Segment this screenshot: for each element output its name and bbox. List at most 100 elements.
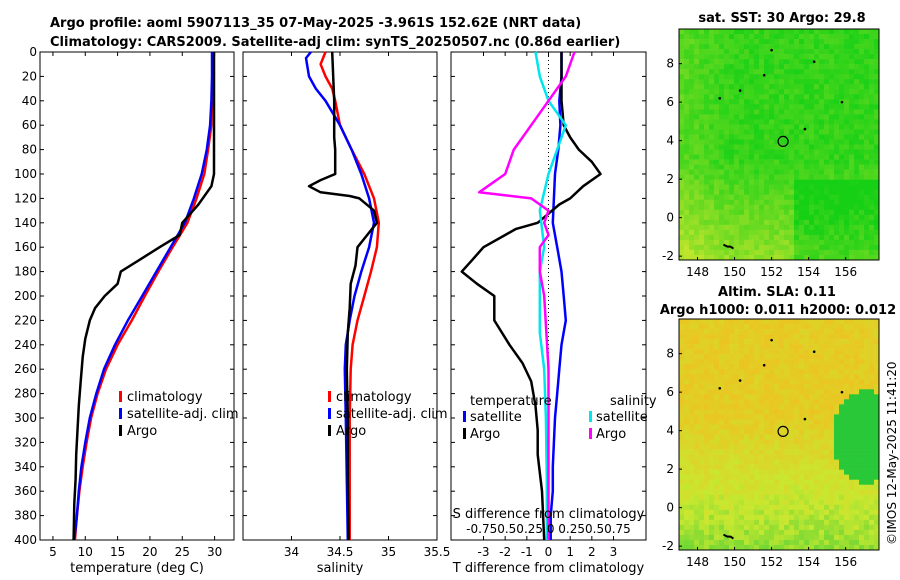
map-x-tick-label: 156 [834,555,857,569]
island-mark [722,243,734,250]
x-tick-label: -3 [478,545,490,559]
sal-x-axis-label: salinity [317,561,364,576]
depth-tick-label: 80 [22,143,37,157]
legend-swatch [119,391,122,402]
legend-swatch [119,408,122,419]
x-tick-label: 25 [175,545,190,559]
map-x-tick-label: 152 [760,265,783,279]
x-tick-label: 0 [545,545,553,559]
legend-label: satellite-adj. clim [336,407,448,422]
diff-panel: -3 -2 -1 0 1 2 3 T difference from climatology t… [450,51,657,576]
sla-map-frame [678,318,880,551]
legend-label: satellite-adj. clim [127,407,239,422]
island-mark [812,60,816,64]
temp-x-axis-label: temperature (deg C) [70,561,204,576]
series-line-argo [307,51,379,541]
x-tick-label: 20 [142,545,157,559]
sla-map-title-line1: Altim. SLA: 0.11 [718,285,836,300]
legend-label: Argo [127,424,157,439]
depth-tick-label: 180 [14,265,37,279]
map-x-tick-label: 150 [723,555,746,569]
map-y-tick-label: 4 [666,134,674,148]
s-difference-axis-label: S difference from climatology [453,507,645,522]
map-y-tick-label: 0 [666,501,674,515]
legend-label: satellite [470,410,522,425]
island-mark [762,73,766,77]
x-tick-label: 35 [381,545,396,559]
x-tick-label: -1 [521,545,533,559]
map-x-tick-label: 152 [760,555,783,569]
island-mark [722,533,734,540]
depth-tick-label: 140 [14,216,37,230]
legend-label: Argo [596,427,626,442]
legend-swatch [589,428,592,439]
satellite-maps: 148 150 152 154 156 8 6 4 2 0 -2 148 150 152 154 156 8 6 4… [662,28,880,569]
sla-map: 148 150 152 154 156 8 6 4 2 0 -2 [662,318,880,569]
argo-position-marker [777,135,789,148]
x-tick-label: 10 [78,545,93,559]
depth-tick-label: 360 [14,484,37,498]
depth-tick-label: 300 [14,411,37,425]
legend-swatch [328,391,331,402]
depth-tick-label: 280 [14,387,37,401]
island-mark [770,338,773,342]
island-mark [803,127,807,131]
island-mark [718,387,722,390]
x-tick-label: 34 [284,545,299,559]
figure-title-line2: Climatology: CARS2009. Satellite-adj cli… [50,35,620,50]
map-y-tick-label: 6 [666,385,674,399]
sal-panel: 34 34.5 35 35.5 salinity climatology satellite… [242,51,450,576]
depth-tick-label: 20 [22,69,37,83]
depth-tick-label: 200 [14,289,37,303]
depth-tick-label: 160 [14,240,37,254]
depth-tick-label: 100 [14,167,37,181]
sla-map-title-line2: Argo h1000: 0.011 h2000: 0.012 [660,303,896,318]
sst-map: 148 150 152 154 156 8 6 4 2 0 -2 [662,28,880,279]
legend-swatch [328,408,331,419]
x-tick-label: 2 [588,545,596,559]
island-mark [812,350,816,354]
sst-field [679,29,880,261]
legend-swatch [463,411,466,422]
series-line-climatology [73,51,215,541]
legend-label: satellite [596,410,648,425]
series-line-climatology [319,51,381,540]
island-mark [840,100,844,104]
map-x-tick-label: 156 [834,265,857,279]
depth-tick-label: 240 [14,338,37,352]
depth-tick-label: 40 [22,94,37,108]
x-tick-label: 3 [610,545,618,559]
x-tick-label: 15 [110,545,125,559]
series-line-t-satellite [549,52,568,540]
depth-tick-label: 320 [14,435,37,449]
map-y-tick-label: 2 [666,462,674,476]
map-y-tick-label: 6 [666,95,674,109]
map-y-tick-label: 0 [666,211,674,225]
legend-label: Argo [470,427,500,442]
series-line-satellite-adj-clim [73,52,214,541]
imos-timestamp: ©IMOS 12-May-2025 11:41:20 [885,361,899,545]
figure-title-line1: Argo profile: aoml 5907113_35 07-May-202… [50,16,581,31]
depth-tick-label: 340 [14,460,37,474]
series-line-argo [72,52,216,541]
legend-swatch [589,411,592,422]
x-tick-label: -2 [499,545,511,559]
legend-temperature-header: temperature [470,394,552,409]
depth-tick-label: 380 [14,509,37,523]
depth-tick-label: 0 [29,45,37,59]
map-y-tick-label: 2 [666,172,674,186]
island-mark [762,363,766,367]
legend-salinity-header: salinity [610,394,657,409]
legend-swatch [119,425,122,436]
sla-field [679,319,880,551]
temp-axes-box [39,51,235,541]
profile-panels: 0204060801001201401601802002202402602803… [14,45,657,576]
series-line-satellite-adj-clim [304,51,376,541]
s-difference-tick-labels: -0.750.50.25 0 0.250.50.75 [466,522,631,536]
map-y-tick-label: -2 [662,249,674,263]
map-y-tick-label: 8 [666,347,674,361]
series-line-s-satellite [534,51,568,540]
legend-swatch [463,428,466,439]
depth-tick-label: 220 [14,313,37,327]
